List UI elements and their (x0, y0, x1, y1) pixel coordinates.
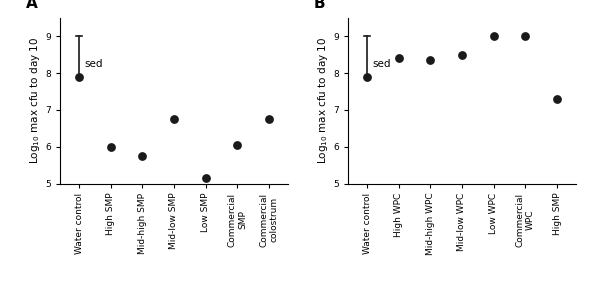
Y-axis label: Log$_{10}$ max cfu to day 10: Log$_{10}$ max cfu to day 10 (316, 37, 331, 164)
Point (394, 56, 403, 61)
Point (521, 34, 530, 38)
Point (552, 96, 562, 101)
Text: B: B (314, 0, 325, 11)
Text: A: A (26, 0, 38, 11)
Point (169, 117, 179, 121)
Point (457, 52, 467, 57)
Point (489, 34, 499, 38)
Point (264, 117, 274, 121)
Point (74, 74, 84, 79)
Point (233, 142, 242, 147)
Point (362, 74, 372, 79)
Point (137, 154, 147, 158)
Point (425, 58, 435, 62)
Text: sed: sed (85, 59, 103, 69)
Y-axis label: Log$_{10}$ max cfu to day 10: Log$_{10}$ max cfu to day 10 (28, 37, 43, 164)
Point (201, 176, 211, 180)
Text: sed: sed (373, 59, 391, 69)
Point (106, 144, 115, 149)
